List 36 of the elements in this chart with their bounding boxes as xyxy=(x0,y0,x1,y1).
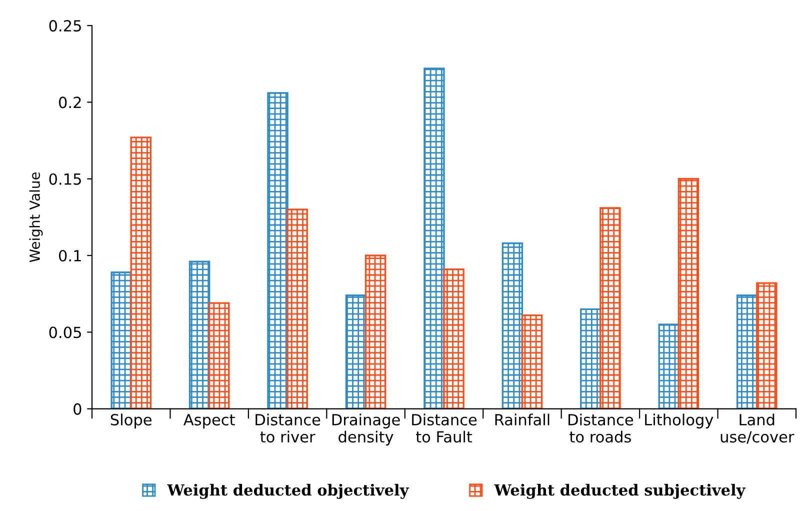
y-tick-label: 0.25 xyxy=(49,20,81,32)
y-tick-label: 0.2 xyxy=(58,96,81,108)
y-axis-title: Weight Value xyxy=(29,172,43,262)
bar xyxy=(424,68,445,409)
x-tick-label: Distance to roads xyxy=(568,414,634,443)
bar xyxy=(736,294,758,409)
x-tick-label: Lithology xyxy=(645,414,714,428)
bar xyxy=(267,92,288,409)
bar xyxy=(364,254,386,409)
x-tick-label: Distance to river xyxy=(256,414,320,443)
y-tick-label: 0.05 xyxy=(49,326,81,338)
bar xyxy=(658,324,680,409)
x-tick-label: Slope xyxy=(110,414,152,428)
legend-label: Weight deducted subjectively xyxy=(494,484,746,499)
legend-label: Weight deducted objectively xyxy=(167,484,410,499)
y-tick-label: 0 xyxy=(74,403,82,415)
x-tick-label: Distance to Fault xyxy=(412,414,477,443)
bar xyxy=(502,242,524,409)
bar xyxy=(600,207,621,409)
x-tick-label: Rainfall xyxy=(495,414,550,426)
bar xyxy=(580,308,602,409)
bar xyxy=(130,136,152,409)
bar xyxy=(345,294,367,409)
bar xyxy=(521,314,543,409)
bar xyxy=(443,268,464,409)
y-tick-label: 0.1 xyxy=(58,250,81,262)
y-tick-label: 0.15 xyxy=(49,173,81,185)
bar xyxy=(188,260,210,409)
x-tick-label: Land use/cover xyxy=(720,414,794,444)
bar xyxy=(678,178,700,409)
bar xyxy=(286,208,308,409)
x-tick-label: Drainage density xyxy=(332,414,400,446)
x-tick-label: Aspect xyxy=(184,414,235,428)
bar xyxy=(110,272,132,409)
bar xyxy=(756,282,778,409)
bar xyxy=(208,302,230,409)
